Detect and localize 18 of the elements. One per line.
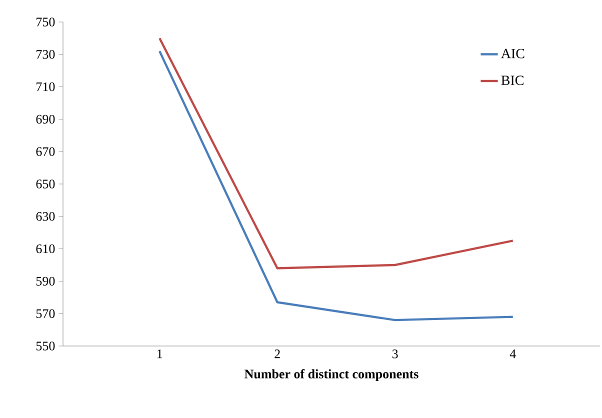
y-tick-label: 610: [36, 244, 55, 254]
y-tick-label: 670: [36, 147, 55, 156]
x-axis-title: Number of distinct components: [244, 369, 418, 382]
y-tick-label: 650: [36, 180, 55, 188]
x-tick-label: 3: [392, 350, 398, 358]
y-tick-label: 550: [36, 342, 55, 350]
legend-label: BIC: [501, 76, 524, 86]
y-tick-label: 710: [36, 82, 55, 92]
y-tick-label: 630: [36, 212, 55, 221]
y-tick-label: 690: [36, 114, 55, 124]
x-tick-label: 4: [510, 350, 516, 358]
x-tick-label: 2: [274, 350, 280, 358]
legend-label: AIC: [501, 48, 524, 58]
y-tick-label: 590: [36, 276, 55, 286]
x-tick-label: 1: [157, 350, 162, 358]
y-tick-label: 750: [36, 18, 55, 26]
y-tick-label: 730: [36, 50, 55, 59]
y-tick-label: 570: [36, 309, 55, 318]
